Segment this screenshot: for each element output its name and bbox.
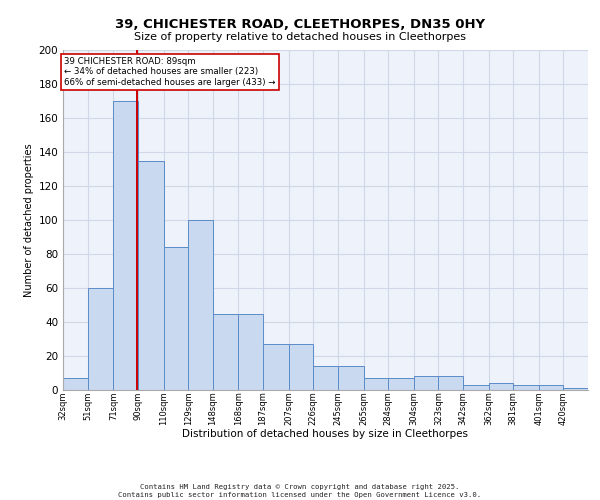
Text: 39 CHICHESTER ROAD: 89sqm
← 34% of detached houses are smaller (223)
66% of semi: 39 CHICHESTER ROAD: 89sqm ← 34% of detac… (64, 57, 276, 86)
Text: Contains HM Land Registry data © Crown copyright and database right 2025.
Contai: Contains HM Land Registry data © Crown c… (118, 484, 482, 498)
Bar (164, 247, 188, 390)
Bar (563, 388, 588, 390)
Bar (513, 385, 539, 390)
Bar (63, 378, 88, 390)
Bar (364, 378, 388, 390)
Bar (338, 366, 364, 390)
Y-axis label: Number of detached properties: Number of detached properties (24, 143, 34, 297)
Bar (238, 314, 263, 390)
Bar (414, 376, 439, 390)
Bar (388, 378, 414, 390)
Bar (138, 160, 164, 390)
Bar (263, 344, 289, 390)
Bar (488, 383, 513, 390)
Bar (439, 376, 463, 390)
Text: Size of property relative to detached houses in Cleethorpes: Size of property relative to detached ho… (134, 32, 466, 42)
Bar (289, 344, 313, 390)
Bar (539, 385, 563, 390)
Bar (113, 101, 138, 390)
Bar (188, 220, 212, 390)
Bar (463, 385, 488, 390)
Text: 39, CHICHESTER ROAD, CLEETHORPES, DN35 0HY: 39, CHICHESTER ROAD, CLEETHORPES, DN35 0… (115, 18, 485, 30)
X-axis label: Distribution of detached houses by size in Cleethorpes: Distribution of detached houses by size … (182, 430, 469, 440)
Bar (212, 314, 238, 390)
Bar (88, 288, 113, 390)
Bar (313, 366, 338, 390)
